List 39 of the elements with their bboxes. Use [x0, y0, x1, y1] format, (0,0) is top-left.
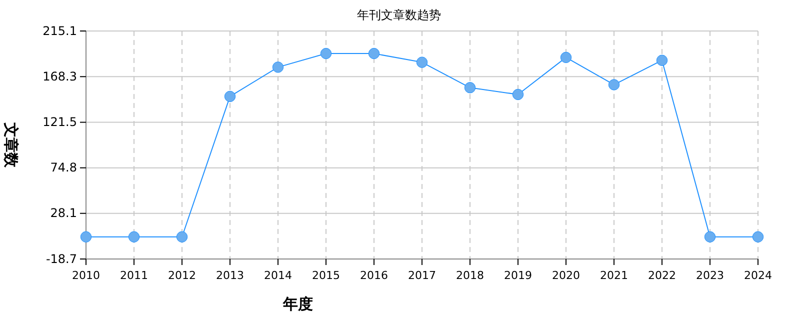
point: [416, 56, 428, 68]
point: [608, 79, 620, 90]
x-tick-label: 2016: [360, 269, 388, 282]
x-tick-label: 2015: [312, 269, 340, 282]
x-tick-label: 2010: [72, 269, 100, 282]
y-tick-label: 121.5: [42, 115, 77, 130]
point: [224, 90, 236, 102]
point: [128, 231, 140, 242]
y-tick-label: 168.3: [42, 69, 77, 84]
x-tick-label: 2018: [456, 269, 484, 282]
x-tick-label: 2013: [216, 269, 244, 282]
x-tick-label: 2019: [504, 269, 532, 282]
x-tick-label: 2023: [696, 269, 724, 282]
x-tick-label: 2011: [120, 269, 148, 282]
x-tick-label: 2020: [552, 269, 580, 282]
point: [560, 52, 572, 64]
x-tick-label: 2017: [408, 269, 436, 282]
point: [752, 231, 764, 242]
point: [272, 62, 284, 73]
x-axis-title: 年度: [282, 295, 313, 313]
y-tick-label: 74.8: [50, 160, 77, 175]
point: [320, 48, 332, 60]
y-axis-title: 文章数: [2, 122, 20, 168]
x-tick-label: 2024: [744, 269, 772, 282]
x-tick-label: 2012: [168, 269, 196, 282]
x-tick-label: 2021: [600, 269, 628, 282]
y-tick-label: -18.7: [46, 252, 77, 266]
y-tick-label: 28.1: [50, 206, 77, 220]
point: [512, 88, 524, 100]
chart-title: 年刊文章数趋势: [357, 8, 441, 22]
point: [176, 231, 188, 242]
x-tick-label: 2014: [264, 269, 292, 282]
point: [368, 48, 380, 60]
y-tick-label: 215.1: [42, 24, 77, 38]
point: [80, 231, 92, 242]
point: [656, 54, 668, 66]
x-tick-label: 2022: [648, 269, 676, 282]
point: [464, 82, 476, 94]
point: [704, 231, 716, 242]
